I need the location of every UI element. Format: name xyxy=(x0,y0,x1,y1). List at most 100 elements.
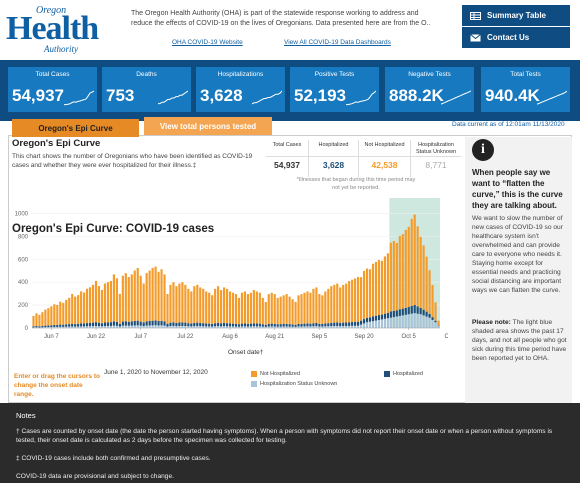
bar-unknown[interactable] xyxy=(398,315,401,328)
bar-hospitalized[interactable] xyxy=(160,320,163,326)
bar-hospitalized[interactable] xyxy=(300,323,303,327)
bar-not-hospitalized[interactable] xyxy=(413,214,416,305)
bar-not-hospitalized[interactable] xyxy=(225,288,229,324)
bar-not-hospitalized[interactable] xyxy=(139,275,142,322)
bar-hospitalized[interactable] xyxy=(139,321,142,326)
bar-not-hospitalized[interactable] xyxy=(246,294,249,324)
bar-hospitalized[interactable] xyxy=(434,320,437,323)
bar-hospitalized[interactable] xyxy=(97,322,101,327)
bar-not-hospitalized[interactable] xyxy=(383,256,386,314)
bar-hospitalized[interactable] xyxy=(297,323,300,327)
bar-hospitalized[interactable] xyxy=(115,321,118,326)
bar-hospitalized[interactable] xyxy=(44,325,47,328)
bar-hospitalized[interactable] xyxy=(422,309,425,316)
bar-unknown[interactable] xyxy=(377,319,381,328)
bar-not-hospitalized[interactable] xyxy=(357,277,360,322)
bar-unknown[interactable] xyxy=(309,326,312,328)
bar-hospitalized[interactable] xyxy=(303,323,306,327)
bar-unknown[interactable] xyxy=(163,325,166,328)
bar-unknown[interactable] xyxy=(94,325,98,328)
bar-unknown[interactable] xyxy=(199,326,202,328)
bar-unknown[interactable] xyxy=(214,326,217,328)
bar-unknown[interactable] xyxy=(109,325,113,328)
bar-unknown[interactable] xyxy=(365,322,369,328)
bar-not-hospitalized[interactable] xyxy=(118,293,121,324)
onset-date-range[interactable]: June 1, 2020 to November 12, 2020 xyxy=(104,369,208,376)
tab-total-persons-tested[interactable]: View total persons tested xyxy=(144,117,272,136)
bar-unknown[interactable] xyxy=(181,325,184,328)
stat-total-tests[interactable]: Total Tests 940.4K xyxy=(481,67,570,112)
bar-hospitalized[interactable] xyxy=(130,321,133,326)
bar-not-hospitalized[interactable] xyxy=(109,280,113,323)
tab-epi-curve[interactable]: Oregon's Epi Curve xyxy=(12,119,139,137)
bar-hospitalized[interactable] xyxy=(80,323,83,327)
bar-not-hospitalized[interactable] xyxy=(264,301,267,325)
bar-hospitalized[interactable] xyxy=(374,315,378,321)
bar-not-hospitalized[interactable] xyxy=(276,297,279,325)
bar-not-hospitalized[interactable] xyxy=(223,287,226,323)
bar-hospitalized[interactable] xyxy=(100,323,104,327)
bar-not-hospitalized[interactable] xyxy=(86,288,89,324)
bar-unknown[interactable] xyxy=(217,326,220,328)
bar-not-hospitalized[interactable] xyxy=(208,292,211,324)
bar-unknown[interactable] xyxy=(59,326,62,328)
bar-not-hospitalized[interactable] xyxy=(377,260,381,316)
bar-unknown[interactable] xyxy=(425,316,428,328)
bar-hospitalized[interactable] xyxy=(103,322,107,327)
bar-not-hospitalized[interactable] xyxy=(348,281,351,323)
bar-not-hospitalized[interactable] xyxy=(339,287,342,323)
bar-not-hospitalized[interactable] xyxy=(327,288,330,324)
bar-not-hospitalized[interactable] xyxy=(324,291,327,324)
bar-unknown[interactable] xyxy=(291,326,294,328)
bar-not-hospitalized[interactable] xyxy=(32,315,35,327)
bar-unknown[interactable] xyxy=(389,317,392,328)
bar-unknown[interactable] xyxy=(258,326,261,328)
bar-unknown[interactable] xyxy=(312,326,315,328)
bar-hospitalized[interactable] xyxy=(365,317,369,323)
bar-not-hospitalized[interactable] xyxy=(309,292,312,324)
bar-hospitalized[interactable] xyxy=(249,323,252,327)
bar-unknown[interactable] xyxy=(345,326,348,328)
bar-not-hospitalized[interactable] xyxy=(47,308,50,326)
bar-hospitalized[interactable] xyxy=(407,307,410,315)
bar-unknown[interactable] xyxy=(157,325,160,328)
bar-not-hospitalized[interactable] xyxy=(365,268,369,318)
bar-hospitalized[interactable] xyxy=(354,321,357,326)
bar-unknown[interactable] xyxy=(172,325,175,328)
bar-unknown[interactable] xyxy=(339,326,342,328)
bar-unknown[interactable] xyxy=(190,326,193,328)
stat-positive-tests[interactable]: Positive Tests 52,193 xyxy=(290,67,379,112)
bar-unknown[interactable] xyxy=(178,326,181,328)
bar-unknown[interactable] xyxy=(130,325,133,328)
bar-unknown[interactable] xyxy=(100,326,104,328)
bar-hospitalized[interactable] xyxy=(383,313,386,319)
bar-unknown[interactable] xyxy=(65,326,68,328)
bar-not-hospitalized[interactable] xyxy=(270,292,273,324)
bar-not-hospitalized[interactable] xyxy=(65,299,68,325)
bar-unknown[interactable] xyxy=(136,325,139,328)
bar-not-hospitalized[interactable] xyxy=(422,245,425,310)
bar-not-hospitalized[interactable] xyxy=(130,274,133,322)
bar-not-hospitalized[interactable] xyxy=(306,291,309,324)
bar-not-hospitalized[interactable] xyxy=(300,294,303,324)
bar-unknown[interactable] xyxy=(220,326,223,328)
bar-hospitalized[interactable] xyxy=(220,323,223,327)
bar-not-hospitalized[interactable] xyxy=(330,286,333,323)
bar-unknown[interactable] xyxy=(371,321,375,328)
bar-not-hospitalized[interactable] xyxy=(371,263,375,317)
bar-not-hospitalized[interactable] xyxy=(106,282,110,323)
bar-hospitalized[interactable] xyxy=(190,323,193,327)
bar-not-hospitalized[interactable] xyxy=(261,297,264,325)
stat-total-cases[interactable]: Total Cases 54,937 xyxy=(8,67,97,112)
bar-unknown[interactable] xyxy=(196,326,199,328)
bar-not-hospitalized[interactable] xyxy=(258,292,261,324)
bar-hospitalized[interactable] xyxy=(389,311,392,318)
bar-unknown[interactable] xyxy=(148,325,151,328)
bar-unknown[interactable] xyxy=(223,326,226,328)
bar-not-hospitalized[interactable] xyxy=(410,218,413,306)
bar-not-hospitalized[interactable] xyxy=(351,279,354,323)
bar-hospitalized[interactable] xyxy=(410,305,413,314)
bar-not-hospitalized[interactable] xyxy=(199,287,202,323)
bar-not-hospitalized[interactable] xyxy=(273,294,276,324)
bar-not-hospitalized[interactable] xyxy=(318,294,321,324)
